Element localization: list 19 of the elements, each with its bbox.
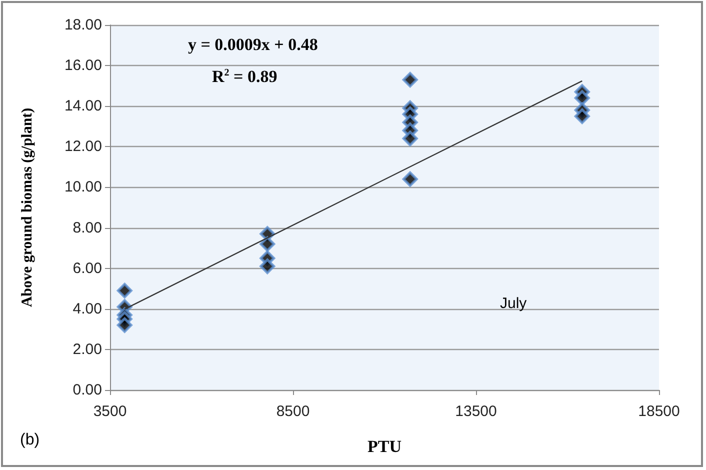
x-tick-label: 3500: [93, 403, 127, 420]
annotation: July: [500, 295, 528, 312]
y-tick-label: 2.00: [72, 340, 102, 358]
x-tick-label: 8500: [276, 403, 310, 420]
y-tick-label: 16.00: [64, 57, 102, 74]
y-tick-label: 10.00: [64, 178, 102, 196]
y-tick-label: 18.00: [64, 16, 102, 34]
y-tick-label: 6.00: [72, 260, 102, 277]
y-tick-label: 0.00: [72, 382, 102, 398]
x-tick-label: 13500: [455, 403, 497, 420]
y-tick-label: 12.00: [64, 138, 102, 156]
x-axis-title: PTU: [368, 437, 402, 456]
y-tick-label: 14.00: [64, 98, 102, 115]
y-tick-label: 8.00: [72, 219, 102, 236]
y-axis-title: Above ground biomas (g/plant): [20, 108, 36, 308]
x-tick-label: 18500: [638, 403, 680, 420]
annotation: y = 0.0009x + 0.48: [188, 35, 318, 54]
y-tick-label: 4.00: [72, 300, 102, 318]
text: (b): [20, 432, 40, 448]
